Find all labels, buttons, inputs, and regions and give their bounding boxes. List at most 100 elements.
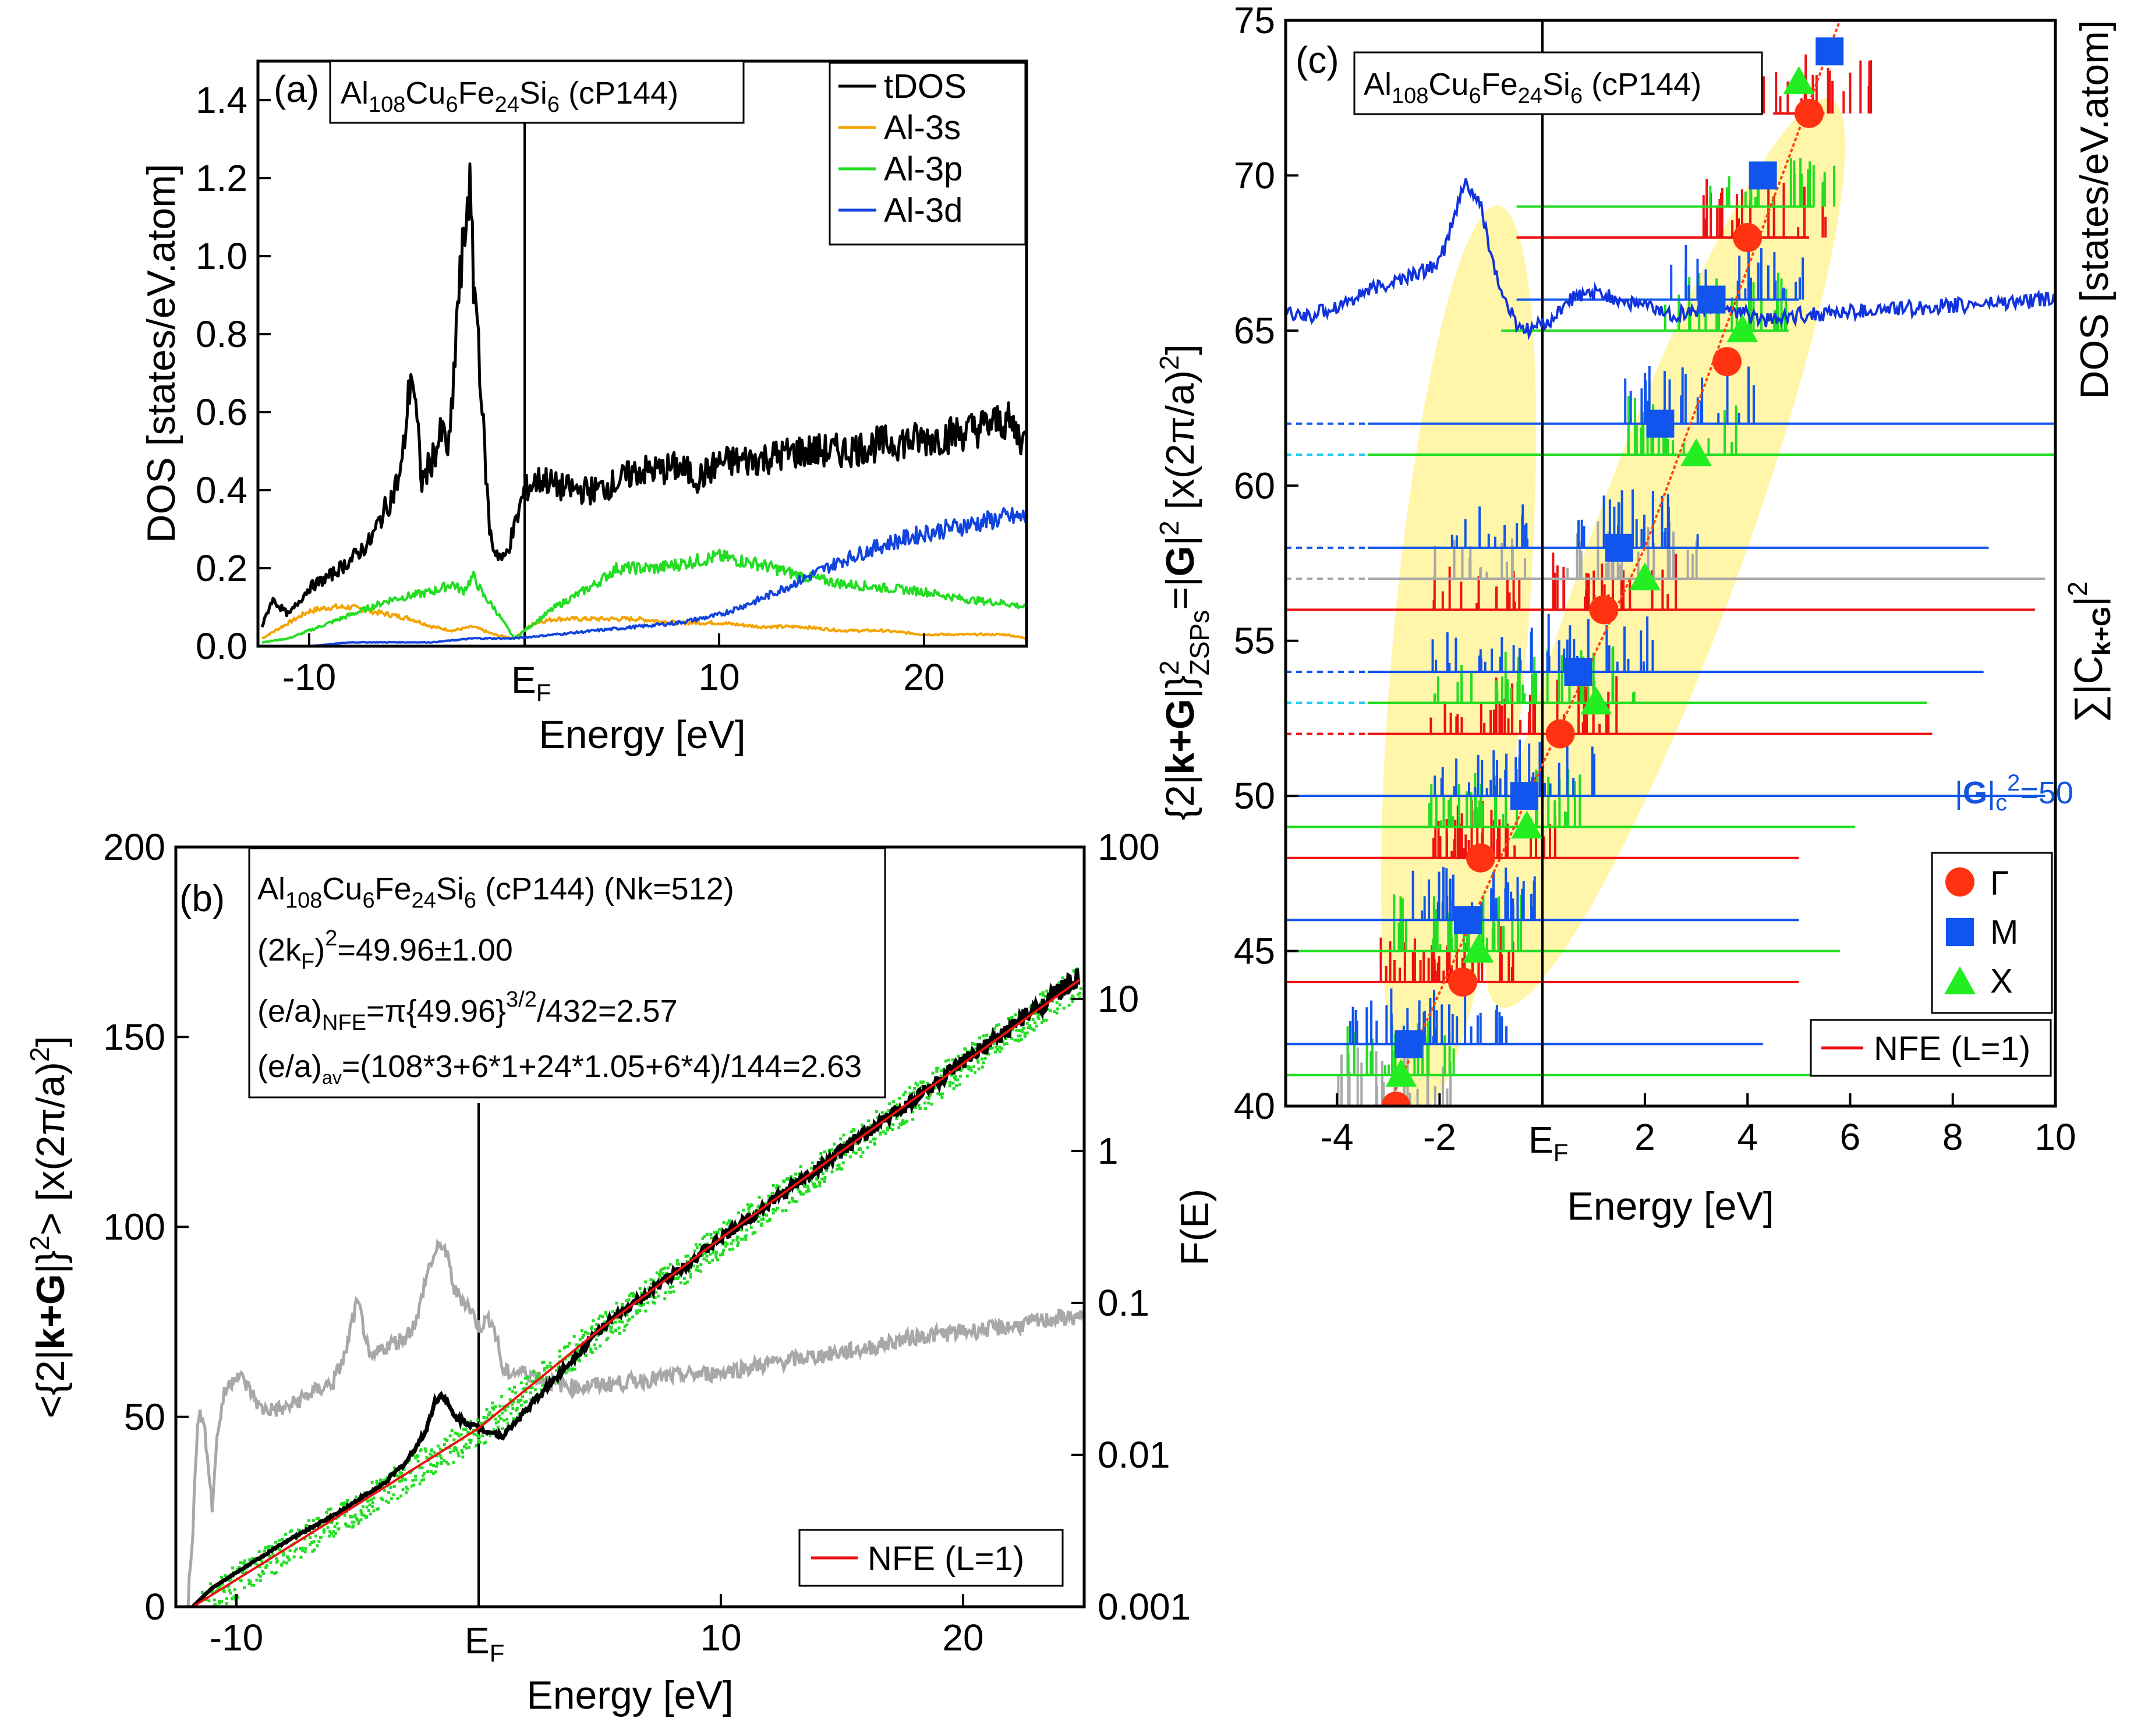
zsp-point — [218, 1600, 221, 1603]
zsp-point — [476, 1418, 480, 1422]
zsp-point — [1010, 1037, 1014, 1040]
zsp-point — [353, 1513, 357, 1517]
zsp-point — [537, 1372, 540, 1375]
panel-c-coef-axis-title: ∑|Ck+G|2 — [2062, 582, 2116, 723]
zsp-point — [628, 1294, 631, 1298]
zsp-point — [806, 1188, 810, 1191]
m-point-marker — [1510, 782, 1538, 810]
zsp-point — [904, 1090, 907, 1094]
zsp-point — [923, 1101, 927, 1105]
panel-c-y-tick-label: 50 — [1234, 775, 1275, 817]
panel-c-symbol-legend: Γ M X — [1931, 852, 2053, 1014]
legend-marker-gamma — [1945, 867, 1974, 897]
zsp-point — [379, 1478, 383, 1482]
zsp-point — [392, 1493, 395, 1497]
x-point-marker — [1726, 314, 1758, 342]
panel-b-av-annotation: (e/a)av=(108*3+6*1+24*1.05+6*4)/144=2.63 — [257, 1049, 862, 1088]
zsp-point — [232, 1595, 236, 1598]
zsp-point — [491, 1406, 494, 1409]
zsp-point — [406, 1487, 409, 1491]
legend-label-al3s: Al-3s — [884, 109, 961, 147]
zsp-point — [693, 1249, 696, 1253]
zsp-point — [787, 1192, 791, 1195]
zsp-point — [1017, 1029, 1021, 1033]
zsp-point — [530, 1379, 534, 1383]
zsp-point — [716, 1231, 720, 1235]
zsp-point — [880, 1111, 884, 1114]
panel-a-y-tick-label: 0.4 — [196, 469, 247, 511]
panel-a-ef-label: EF — [511, 659, 551, 706]
zsp-point — [443, 1437, 447, 1441]
zsp-point — [1000, 1047, 1004, 1050]
zsp-point — [891, 1123, 895, 1126]
panel-b-y-tick-label: 50 — [124, 1396, 165, 1438]
zsp-point — [230, 1597, 233, 1600]
zsp-point — [803, 1185, 806, 1189]
zsp-point — [445, 1461, 448, 1464]
zsp-point — [809, 1179, 813, 1182]
zsp-point — [602, 1329, 606, 1333]
zsp-point — [359, 1509, 363, 1512]
zsp-point — [414, 1456, 417, 1459]
zsp-point — [805, 1190, 808, 1193]
panel-a-y-tick-label: 1.2 — [196, 157, 247, 199]
zsp-point — [247, 1578, 251, 1582]
zsp-point — [901, 1119, 905, 1122]
zsp-point — [395, 1474, 398, 1478]
m-point-marker — [1605, 533, 1633, 562]
zsp-point — [768, 1195, 772, 1198]
zsp-point — [632, 1292, 635, 1296]
zsp-point — [714, 1255, 718, 1259]
zsp-point — [607, 1324, 611, 1327]
zsp-point — [610, 1326, 613, 1329]
zsp-point — [797, 1187, 800, 1191]
zsp-point — [711, 1259, 714, 1262]
zsp-point — [1002, 1040, 1005, 1044]
zsp-point — [508, 1387, 511, 1391]
zsp-point — [695, 1246, 699, 1249]
series-tdos-line — [260, 162, 1027, 628]
gamma-point-marker — [1381, 1092, 1411, 1106]
zsp-point — [957, 1054, 960, 1058]
zsp-point — [543, 1368, 546, 1372]
zsp-point — [1055, 1001, 1059, 1005]
gamma-point-marker — [1589, 595, 1619, 625]
zsp-point — [1057, 981, 1061, 984]
zsp-point — [1017, 1034, 1020, 1038]
zsp-point — [295, 1547, 298, 1551]
zsp-point — [383, 1489, 386, 1492]
zsp-point — [330, 1521, 334, 1524]
zsp-point — [756, 1220, 760, 1224]
zsp-point — [1049, 1009, 1052, 1012]
zsp-point — [304, 1547, 307, 1550]
zsp-point — [345, 1498, 349, 1502]
zsp-point — [450, 1429, 454, 1432]
zsp-point — [469, 1441, 472, 1444]
zsp-point — [351, 1515, 355, 1518]
zsp-point — [981, 1065, 984, 1069]
zsp-point — [977, 1067, 981, 1071]
zsp-point — [558, 1349, 561, 1353]
zsp-point — [821, 1172, 824, 1175]
zsp-point — [468, 1446, 471, 1449]
zsp-point — [995, 1046, 998, 1049]
zsp-point — [887, 1109, 890, 1113]
zsp-point — [431, 1472, 435, 1475]
zsp-point — [496, 1425, 500, 1429]
zsp-point — [682, 1277, 686, 1280]
zsp-point — [818, 1184, 822, 1188]
zsp-point — [905, 1119, 909, 1123]
zsp-point — [599, 1314, 602, 1317]
zsp-point — [359, 1518, 363, 1522]
zsp-point — [1044, 994, 1048, 998]
zsp-point — [954, 1075, 957, 1078]
zsp-point — [207, 1599, 211, 1603]
zsp-point — [221, 1582, 224, 1586]
zsp-point — [448, 1434, 452, 1437]
zsp-point — [713, 1231, 716, 1234]
zsp-point — [1025, 1031, 1029, 1034]
zsp-point — [290, 1529, 293, 1533]
zsp-point — [480, 1422, 483, 1425]
zsp-point — [251, 1557, 254, 1560]
